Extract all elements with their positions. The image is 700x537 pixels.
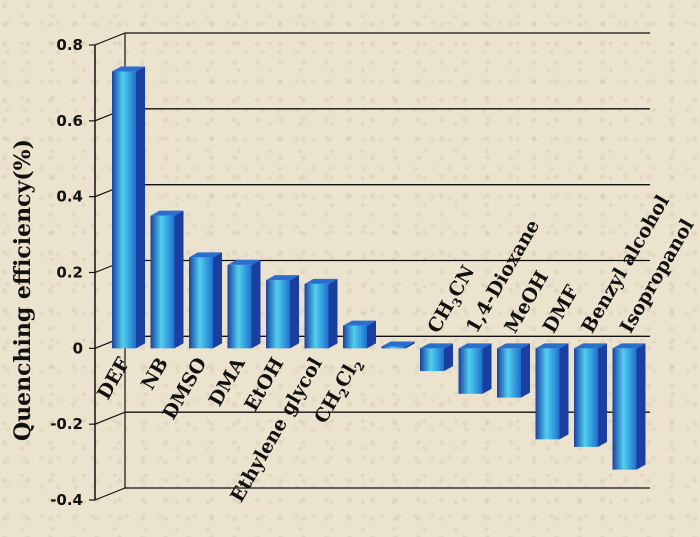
bar-side	[290, 275, 299, 349]
bar-front	[150, 215, 175, 349]
bar-side	[521, 343, 530, 398]
bar-front	[381, 346, 406, 349]
bar-front	[574, 348, 598, 447]
y-tick-label: 0	[73, 339, 83, 357]
bar	[458, 343, 492, 394]
grid-diagonal	[94, 487, 126, 501]
bar	[189, 252, 222, 349]
bar-top	[266, 275, 299, 281]
y-tick-label: -0.2	[50, 415, 83, 433]
bar-side	[328, 278, 338, 349]
bar	[381, 341, 415, 349]
bar	[227, 259, 261, 349]
bar-side	[213, 252, 222, 349]
bar	[420, 343, 453, 372]
bar-front	[535, 348, 560, 440]
bar-top	[420, 343, 453, 349]
bar-top	[574, 343, 607, 349]
bar-top	[189, 252, 222, 258]
bar-side	[174, 210, 184, 349]
grid-diagonal	[94, 411, 126, 425]
gridlines	[94, 32, 650, 501]
bar-front	[112, 71, 136, 349]
bar-front	[420, 348, 444, 372]
bar-side	[559, 343, 569, 440]
bar-side	[598, 343, 607, 447]
bar-front	[497, 348, 521, 398]
bars	[112, 66, 646, 470]
y-tick-label: 0.6	[56, 112, 83, 130]
bar-top	[227, 259, 261, 265]
bar-side	[367, 320, 376, 349]
bar-top	[381, 341, 415, 347]
bar-side	[444, 343, 453, 372]
category-label: DEF	[93, 353, 135, 403]
bar	[150, 210, 184, 349]
bar	[497, 343, 530, 398]
bar-side	[405, 341, 415, 349]
bar-top	[535, 343, 569, 349]
bar-front	[343, 325, 367, 349]
bar-side	[636, 343, 646, 470]
bar	[112, 66, 145, 349]
bar	[612, 343, 646, 470]
bar-top	[150, 210, 184, 216]
bar	[343, 320, 376, 349]
bar-side	[136, 66, 145, 349]
bar	[266, 275, 299, 349]
bar	[574, 343, 607, 447]
bar-side	[251, 259, 261, 349]
bar-side	[482, 343, 492, 394]
bar-front	[189, 257, 213, 349]
y-tick-labels: 0.8 0.6 0.4 0.2 0 -0.2 -0.4	[50, 36, 83, 509]
y-tick-label: 0.8	[56, 36, 83, 54]
category-label: NB	[137, 354, 173, 394]
y-tick-label: 0.4	[56, 188, 83, 206]
bar-top	[304, 278, 338, 284]
bar-top	[497, 343, 530, 349]
bar-front	[266, 280, 290, 349]
y-axis-label: Quenching efficiency(%)	[10, 139, 36, 441]
y-tick-label: 0.2	[56, 264, 83, 282]
bar-front	[304, 283, 329, 349]
bar-top	[612, 343, 646, 349]
bar	[535, 343, 569, 440]
bar-top	[343, 320, 376, 326]
bar	[304, 278, 338, 349]
bar-front	[458, 348, 483, 394]
bar-front	[227, 264, 252, 349]
y-tick-label: -0.4	[50, 491, 83, 509]
bar-front	[612, 348, 637, 470]
grid-diagonal	[94, 32, 126, 46]
bar-top	[112, 66, 145, 72]
bar-top	[458, 343, 492, 349]
